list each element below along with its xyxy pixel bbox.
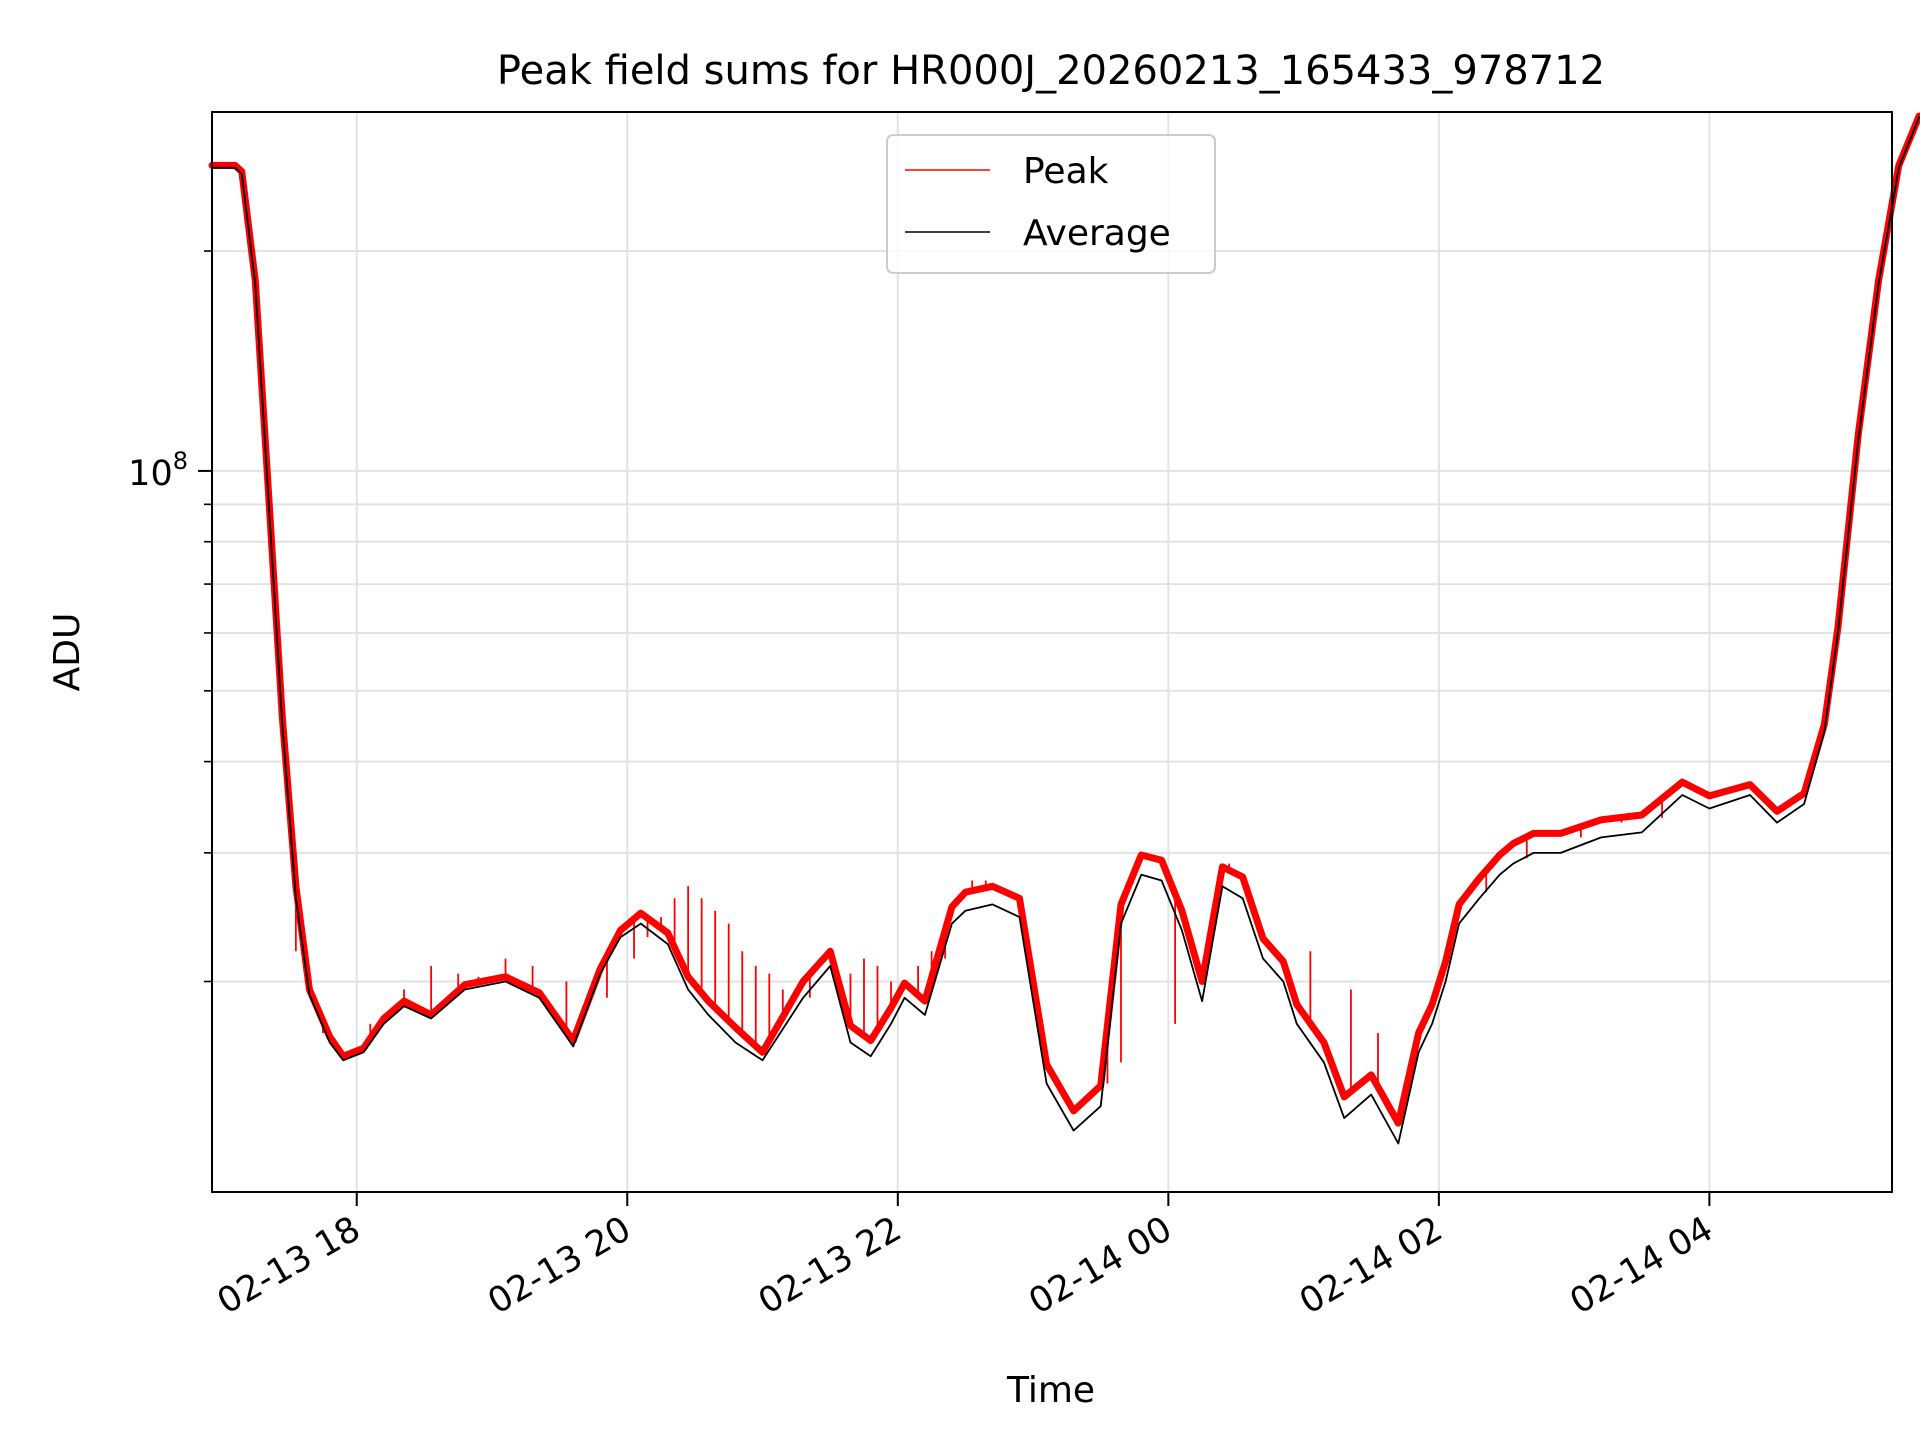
y-tick-label: 108 — [128, 447, 188, 494]
series-line-peak — [208, 112, 1920, 1127]
legend-label-peak: Peak — [1023, 151, 1109, 192]
y-tick-label-base: 10 — [128, 454, 173, 494]
series-layer — [208, 112, 1920, 1145]
series-line-average — [211, 116, 1920, 1145]
legend: Peak Average — [886, 134, 1216, 274]
x-axis-label: Time — [1006, 1370, 1095, 1411]
legend-label-average: Average — [1023, 213, 1171, 254]
y-axis-label: ADU — [47, 613, 88, 692]
y-tick-label-exponent: 8 — [173, 447, 188, 475]
chart-title: Peak field sums for HR000J_20260213_1654… — [497, 48, 1605, 94]
plot-frame — [211, 111, 1893, 1193]
